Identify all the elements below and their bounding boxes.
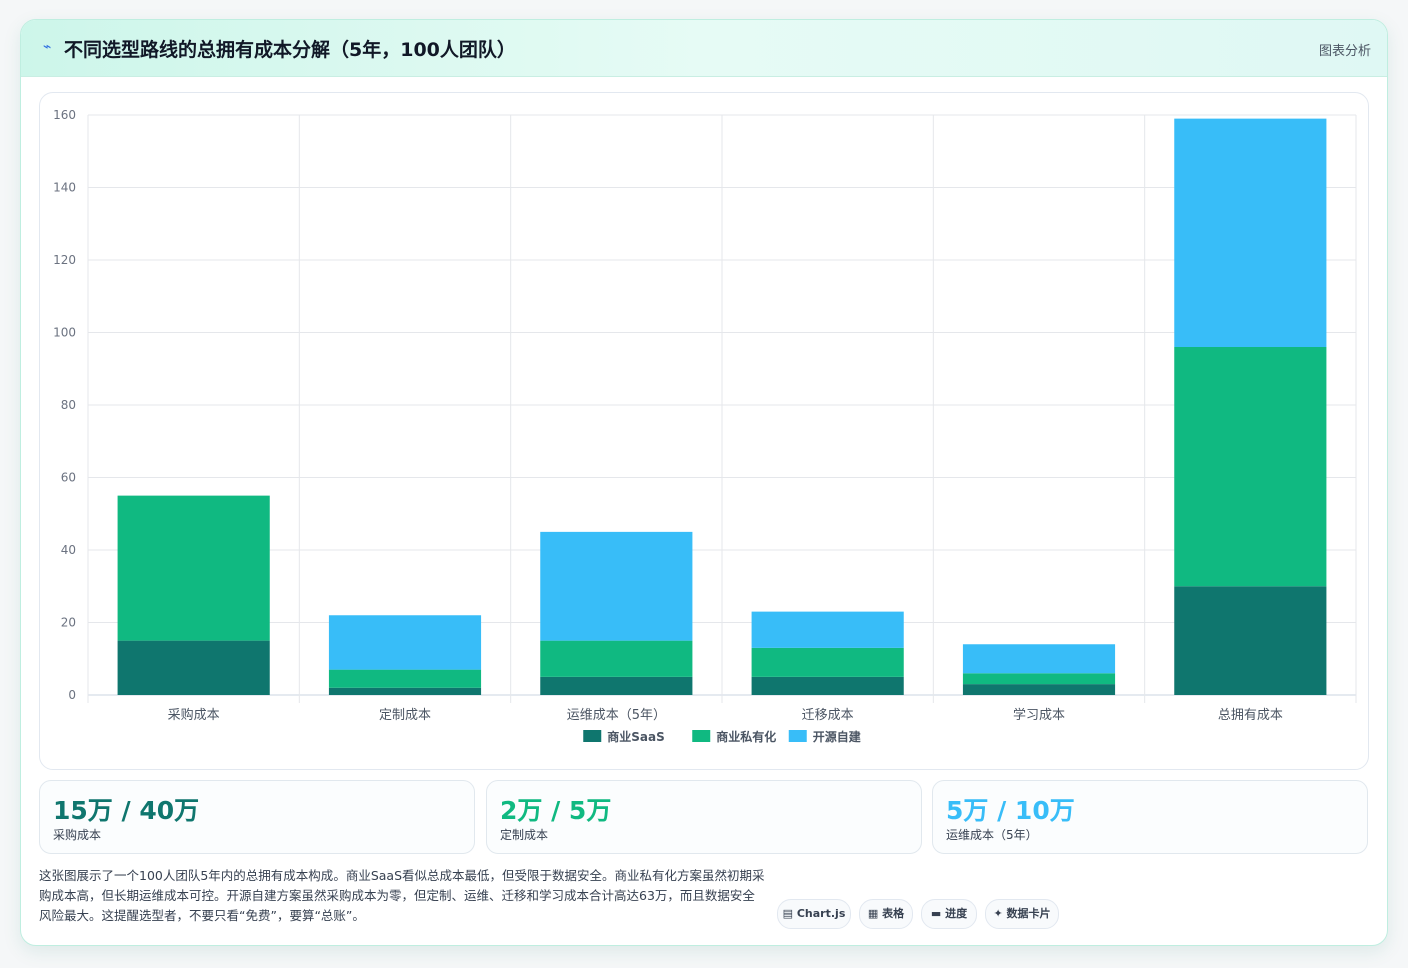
stat-value: 15万 / 40万 [53,796,200,825]
y-tick-label: 100 [53,326,76,340]
bar-segment [1174,118,1327,347]
chart-analysis-tag: 图表分析 [1318,44,1371,59]
pill-label: 表格 [882,907,905,920]
chart-title: 不同选型路线的总拥有成本分解（5年，100人团队） [64,39,516,61]
legend-swatch [788,730,807,742]
y-tick-label: 120 [53,253,76,267]
bar-segment [117,495,270,641]
x-tick-label: 定制成本 [379,708,431,723]
pill-label: Chart.js [796,907,846,920]
y-tick-label: 140 [53,181,76,195]
bar-segment [540,640,693,677]
progress-pill[interactable]: ▬ 进度 [921,899,977,929]
x-tick-label: 迁移成本 [802,708,854,723]
x-tick-label: 运维成本（5年） [567,708,666,723]
stat-label: 定制成本 [500,828,549,842]
bar-segment [117,640,270,695]
pill-label: 数据卡片 [1006,907,1051,920]
bar-segment [751,611,904,648]
bar-segment [540,676,693,695]
x-tick-label: 总拥有成本 [1218,708,1283,723]
chart-card: ⌁ 不同选型路线的总拥有成本分解（5年，100人团队） 图表分析 0 20 40 60… [20,19,1388,946]
y-tick-label: 160 [53,108,76,122]
stat-label: 采购成本 [53,828,102,842]
stacked-bar-chart: 0 20 40 60 80 100 120 140 160 采购成本 定制成本 运维成本（5年） 迁移成… [53,108,1357,744]
card-header: ⌁ 不同选型路线的总拥有成本分解（5年，100人团队） 图表分析 [21,20,1387,77]
bar-segment [751,647,904,677]
chart-icon: ▤ [782,907,794,920]
pill-label: 进度 [945,907,968,920]
y-tick-label: 0 [68,688,76,702]
lightning-icon: ⌁ [43,39,52,55]
data-card-pill[interactable]: ✦ 数据卡片 [985,899,1059,929]
x-tick-label: 采购成本 [168,707,220,723]
legend-label: 开源自建 [813,729,862,744]
legend-swatch [692,730,711,742]
legend-label: 商业私有化 [716,729,776,744]
legend-label: 商业SaaS [607,729,664,744]
bar-segment [962,673,1116,685]
stat-value: 2万 / 5万 [500,796,612,825]
bar-segment [328,615,482,670]
bar-segment [1174,586,1327,695]
chart-area: 0 20 40 60 80 100 120 140 160 采购成本 定制成本 运维成本（5年） 迁移成… [39,92,1369,770]
y-tick-label: 20 [61,616,76,630]
stat-label: 运维成本（5年） [946,828,1038,842]
progress-icon: ▬ [930,907,942,920]
bar-segment [540,531,693,641]
y-tick-label: 60 [61,471,76,485]
bar-segment [328,669,482,688]
legend-swatch [583,730,602,742]
chart-description: 这张图展示了一个100人团队5年内的总拥有成本构成。商业SaaS看似总成本最低，… [39,868,765,923]
bar-segment [751,676,904,695]
stat-value: 5万 / 10万 [946,796,1075,825]
stat-card-customization: 2万 / 5万 定制成本 [486,780,922,854]
card-icon: ✦ [993,907,1003,920]
bar-segment [962,684,1116,695]
bar-segment [962,644,1116,674]
bar-segment [1174,347,1327,587]
bar-segment [328,687,482,695]
y-tick-label: 40 [61,543,76,557]
table-pill[interactable]: ▦ 表格 [859,899,913,929]
stat-card-procurement: 15万 / 40万 采购成本 [39,780,475,854]
x-tick-label: 学习成本 [1013,707,1065,723]
stat-card-operations: 5万 / 10万 运维成本（5年） [932,780,1368,854]
table-icon: ▦ [867,907,879,920]
chartjs-pill[interactable]: ▤ Chart.js [777,899,851,929]
y-tick-label: 80 [61,398,76,412]
